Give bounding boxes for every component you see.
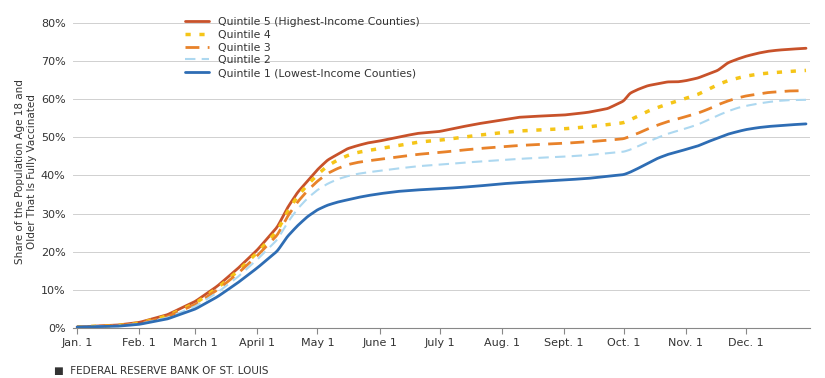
Quintile 4 xyxy=(515,129,525,133)
Quintile 1 (Lowest-Income Counties) xyxy=(625,170,635,175)
Quintile 3 xyxy=(515,143,525,148)
Quintile 2 xyxy=(117,323,127,328)
Quintile 1 (Lowest-Income Counties) xyxy=(496,182,506,186)
Quintile 1 (Lowest-Income Counties) xyxy=(515,180,525,185)
Quintile 3 xyxy=(700,108,710,113)
Legend: Quintile 5 (Highest-Income Counties), Quintile 4, Quintile 3, Quintile 2, Quinti: Quintile 5 (Highest-Income Counties), Qu… xyxy=(186,17,420,78)
Quintile 2 xyxy=(515,156,525,161)
Quintile 4 xyxy=(700,89,710,93)
Quintile 5 (Highest-Income Counties) xyxy=(515,115,525,119)
Line: Quintile 3: Quintile 3 xyxy=(78,91,806,327)
Quintile 1 (Lowest-Income Counties) xyxy=(801,122,811,126)
Quintile 2 xyxy=(73,325,82,329)
Quintile 1 (Lowest-Income Counties) xyxy=(73,325,82,329)
Quintile 5 (Highest-Income Counties) xyxy=(625,91,635,96)
Quintile 3 xyxy=(801,88,811,93)
Y-axis label: Share of the Population Age 18 and
Older That Is Fully Vaccinated: Share of the Population Age 18 and Older… xyxy=(15,79,36,264)
Quintile 5 (Highest-Income Counties) xyxy=(496,118,506,122)
Quintile 5 (Highest-Income Counties) xyxy=(700,73,710,77)
Line: Quintile 2: Quintile 2 xyxy=(78,100,806,327)
Quintile 5 (Highest-Income Counties) xyxy=(536,114,546,118)
Quintile 4 xyxy=(625,118,635,122)
Quintile 2 xyxy=(801,98,811,102)
Quintile 3 xyxy=(73,325,82,329)
Quintile 5 (Highest-Income Counties) xyxy=(117,322,127,327)
Quintile 3 xyxy=(496,145,506,149)
Quintile 4 xyxy=(536,127,546,132)
Quintile 4 xyxy=(496,130,506,135)
Quintile 2 xyxy=(625,147,635,152)
Line: Quintile 4: Quintile 4 xyxy=(78,70,806,327)
Quintile 1 (Lowest-Income Counties) xyxy=(536,179,546,184)
Line: Quintile 5 (Highest-Income Counties): Quintile 5 (Highest-Income Counties) xyxy=(78,48,806,327)
Quintile 1 (Lowest-Income Counties) xyxy=(117,324,127,328)
Quintile 5 (Highest-Income Counties) xyxy=(73,325,82,329)
Quintile 4 xyxy=(73,325,82,329)
Quintile 5 (Highest-Income Counties) xyxy=(801,46,811,51)
Quintile 3 xyxy=(625,134,635,139)
Quintile 2 xyxy=(536,155,546,160)
Quintile 4 xyxy=(801,68,811,73)
Quintile 1 (Lowest-Income Counties) xyxy=(700,141,710,146)
Text: ■  FEDERAL RESERVE BANK OF ST. LOUIS: ■ FEDERAL RESERVE BANK OF ST. LOUIS xyxy=(54,366,268,376)
Line: Quintile 1 (Lowest-Income Counties): Quintile 1 (Lowest-Income Counties) xyxy=(78,124,806,327)
Quintile 3 xyxy=(117,323,127,327)
Quintile 2 xyxy=(700,119,710,124)
Quintile 4 xyxy=(117,323,127,327)
Quintile 2 xyxy=(496,158,506,163)
Quintile 3 xyxy=(536,142,546,147)
